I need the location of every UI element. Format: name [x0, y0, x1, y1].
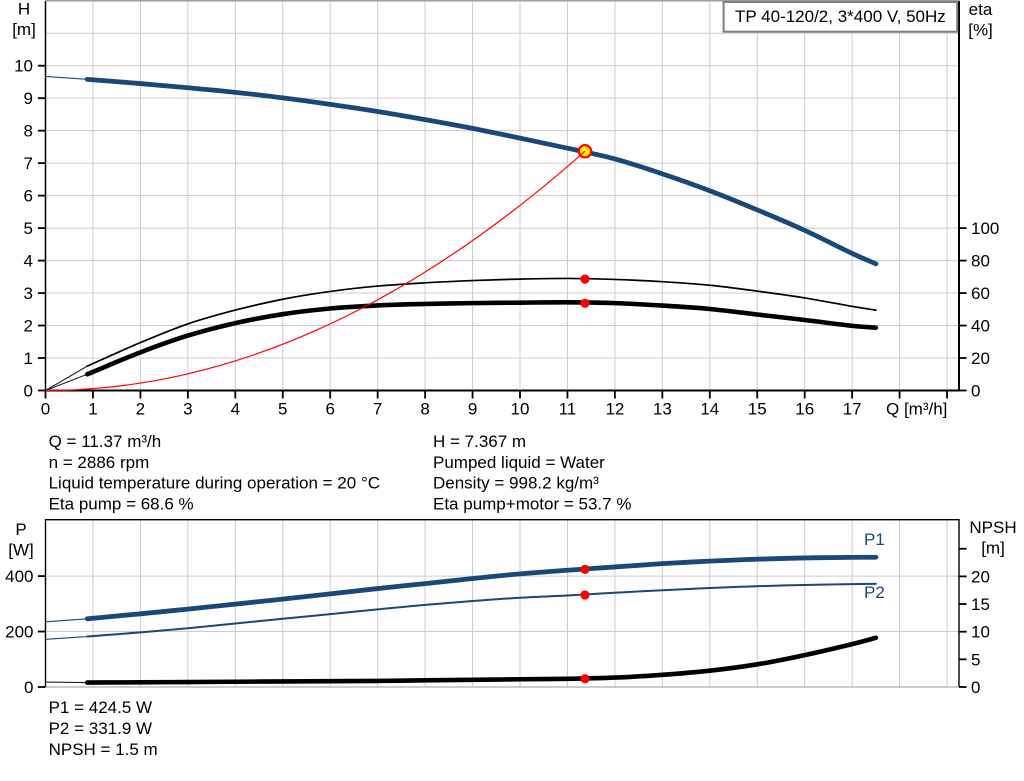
svg-text:6: 6 — [24, 187, 33, 206]
svg-text:P: P — [15, 520, 26, 539]
svg-text:5: 5 — [971, 650, 980, 669]
svg-text:7: 7 — [24, 154, 33, 173]
svg-text:20: 20 — [971, 567, 990, 586]
svg-text:5: 5 — [278, 400, 287, 419]
svg-text:7: 7 — [373, 400, 382, 419]
svg-text:P1 = 424.5 W: P1 = 424.5 W — [49, 698, 152, 717]
svg-text:20: 20 — [971, 349, 990, 368]
svg-text:TP 40-120/2, 3*400 V, 50Hz: TP 40-120/2, 3*400 V, 50Hz — [735, 7, 946, 26]
svg-text:4: 4 — [24, 252, 33, 271]
svg-text:eta: eta — [969, 0, 993, 19]
svg-text:P2: P2 — [864, 583, 885, 602]
svg-text:Eta pump = 68.6 %: Eta pump = 68.6 % — [49, 494, 194, 513]
svg-text:5: 5 — [24, 219, 33, 238]
svg-text:[m]: [m] — [981, 539, 1005, 558]
svg-text:P1: P1 — [864, 530, 885, 549]
svg-text:200: 200 — [5, 623, 33, 642]
svg-text:Liquid temperature during oper: Liquid temperature during operation = 20… — [49, 474, 380, 493]
svg-text:Q = 11.37 m³/h: Q = 11.37 m³/h — [49, 432, 162, 451]
svg-text:2: 2 — [136, 400, 145, 419]
svg-text:4: 4 — [231, 400, 240, 419]
svg-text:Eta pump+motor = 53.7 %: Eta pump+motor = 53.7 % — [433, 494, 631, 513]
svg-text:1: 1 — [88, 400, 97, 419]
svg-text:H = 7.367 m: H = 7.367 m — [433, 432, 526, 451]
svg-text:[W]: [W] — [8, 541, 34, 560]
svg-text:[%]: [%] — [968, 21, 993, 40]
svg-text:Pumped liquid = Water: Pumped liquid = Water — [433, 453, 605, 472]
svg-text:10: 10 — [14, 57, 33, 76]
svg-text:8: 8 — [24, 122, 33, 141]
svg-text:NPSH = 1.5 m: NPSH = 1.5 m — [49, 740, 158, 759]
svg-text:3: 3 — [183, 400, 192, 419]
svg-text:0: 0 — [41, 400, 50, 419]
svg-text:10: 10 — [971, 623, 990, 642]
svg-text:1: 1 — [24, 349, 33, 368]
svg-text:n = 2886 rpm: n = 2886 rpm — [49, 453, 150, 472]
svg-text:10: 10 — [511, 400, 530, 419]
svg-text:6: 6 — [325, 400, 334, 419]
svg-text:80: 80 — [971, 252, 990, 271]
svg-text:0: 0 — [971, 678, 980, 697]
svg-text:400: 400 — [5, 567, 33, 586]
svg-text:15: 15 — [748, 400, 767, 419]
svg-text:13: 13 — [653, 400, 672, 419]
svg-text:17: 17 — [843, 400, 862, 419]
svg-text:15: 15 — [971, 595, 990, 614]
svg-text:16: 16 — [795, 400, 814, 419]
svg-text:40: 40 — [971, 317, 990, 336]
svg-text:P2 = 331.9 W: P2 = 331.9 W — [49, 719, 152, 738]
svg-text:NPSH: NPSH — [969, 518, 1016, 537]
svg-text:12: 12 — [605, 400, 624, 419]
svg-text:9: 9 — [468, 400, 477, 419]
svg-text:2: 2 — [24, 317, 33, 336]
svg-text:9: 9 — [24, 89, 33, 108]
svg-text:3: 3 — [24, 284, 33, 303]
svg-text:11: 11 — [559, 400, 577, 419]
svg-text:0: 0 — [971, 382, 980, 401]
svg-text:[m]: [m] — [12, 20, 36, 39]
svg-text:8: 8 — [420, 400, 429, 419]
svg-text:Density = 998.2 kg/m³: Density = 998.2 kg/m³ — [433, 474, 599, 493]
svg-text:100: 100 — [971, 219, 999, 238]
svg-text:H: H — [18, 0, 30, 19]
svg-text:Q [m³/h]: Q [m³/h] — [886, 400, 947, 419]
svg-text:0: 0 — [24, 678, 33, 697]
svg-text:0: 0 — [24, 382, 33, 401]
svg-text:14: 14 — [700, 400, 719, 419]
svg-text:60: 60 — [971, 284, 990, 303]
